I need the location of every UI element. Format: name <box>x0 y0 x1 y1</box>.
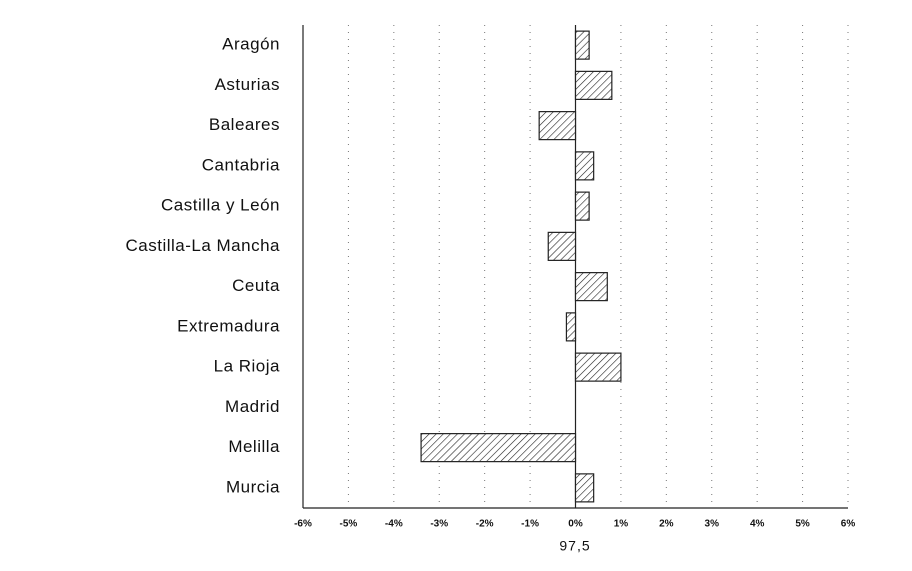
x-tick-label: 1% <box>614 519 629 530</box>
category-label: Asturias <box>215 75 280 94</box>
x-tick-label: -4% <box>385 519 403 530</box>
bar <box>574 191 590 221</box>
bar <box>547 231 577 261</box>
bar <box>574 473 595 503</box>
category-label: Cantabria <box>202 155 280 174</box>
bar <box>538 111 577 141</box>
category-label: Madrid <box>225 397 280 416</box>
x-tick-label: -1% <box>521 519 539 530</box>
category-label: Aragón <box>222 35 280 54</box>
category-label: Baleares <box>209 115 280 134</box>
bar <box>420 433 577 463</box>
x-tick-label: 6% <box>841 519 856 530</box>
bar <box>574 70 613 100</box>
x-tick-label: -2% <box>476 519 494 530</box>
category-label: Ceuta <box>232 276 280 295</box>
x-tick-label: 4% <box>750 519 765 530</box>
bar <box>574 352 622 382</box>
category-label: Murcia <box>226 477 280 496</box>
category-label: Castilla y León <box>161 196 280 215</box>
bar <box>565 312 577 342</box>
bar <box>574 272 608 302</box>
x-tick-label: -3% <box>430 519 448 530</box>
x-tick-label: 5% <box>795 519 810 530</box>
bar <box>574 151 595 181</box>
x-axis-label: 97,5 <box>559 538 590 554</box>
x-tick-label: 3% <box>705 519 720 530</box>
category-label: La Rioja <box>214 357 280 376</box>
x-tick-label: 2% <box>659 519 674 530</box>
x-tick-label: -5% <box>340 519 358 530</box>
x-tick-label: -6% <box>294 519 312 530</box>
category-label: Melilla <box>228 437 280 456</box>
category-label: Extremadura <box>177 316 280 335</box>
category-label: Castilla-La Mancha <box>125 236 280 255</box>
x-tick-label: 0% <box>568 519 583 530</box>
bar <box>574 30 590 60</box>
